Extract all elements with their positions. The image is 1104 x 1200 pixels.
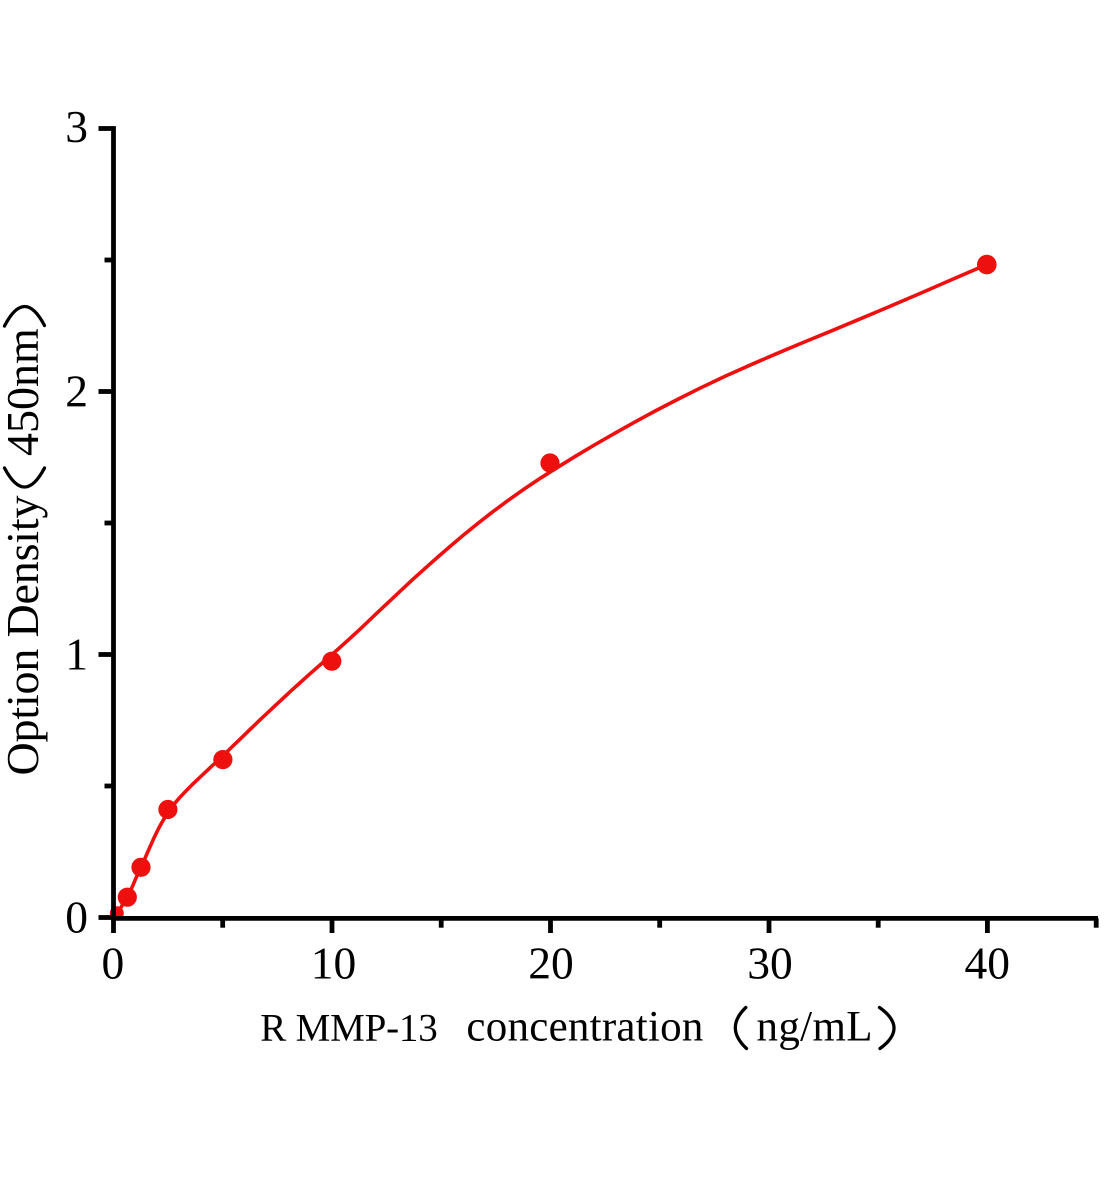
svg-text:1: 1 — [65, 629, 88, 680]
svg-text:20: 20 — [528, 938, 574, 989]
svg-text:concentration: concentration — [466, 1004, 703, 1051]
svg-text:30: 30 — [747, 938, 793, 989]
svg-text:10: 10 — [311, 938, 357, 989]
svg-text:40: 40 — [964, 938, 1010, 989]
svg-text:450nm: 450nm — [0, 328, 48, 456]
svg-text:0: 0 — [102, 938, 125, 989]
svg-text:R MMP-13: R MMP-13 — [260, 1007, 437, 1050]
svg-text:ng/mL: ng/mL — [757, 1004, 873, 1051]
svg-text:0: 0 — [65, 892, 88, 943]
svg-text:3: 3 — [65, 101, 88, 152]
svg-text:Option Density: Option Density — [0, 496, 48, 776]
svg-text:2: 2 — [65, 366, 88, 417]
